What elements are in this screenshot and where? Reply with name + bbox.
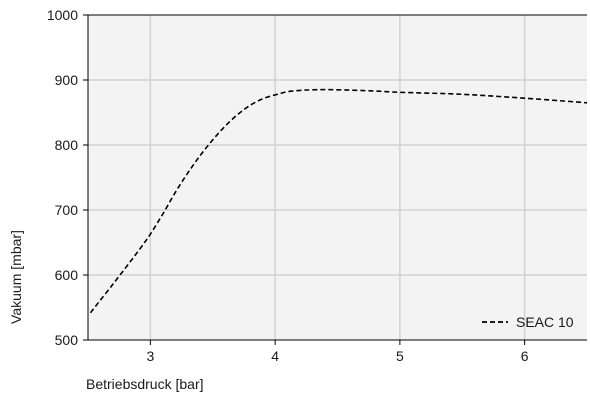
y-tick-label-600: 600 xyxy=(55,267,79,283)
y-tick-label-800: 800 xyxy=(55,137,79,153)
x-tick-label-3: 3 xyxy=(146,348,154,364)
x-axis-ticks: 3 4 5 6 xyxy=(146,340,529,364)
y-tick-label-900: 900 xyxy=(55,72,79,88)
axes-frame xyxy=(87,14,587,341)
x-tick-label-6: 6 xyxy=(521,348,529,364)
y-tick-label-1000: 1000 xyxy=(47,7,78,23)
y-axis-ticks: 500 600 700 800 900 1000 xyxy=(47,7,88,348)
legend-label: SEAC 10 xyxy=(516,314,574,330)
x-axis-title: Betriebsdruck [bar] xyxy=(86,376,204,392)
grid-lines xyxy=(88,15,587,340)
series-line-seac-10 xyxy=(89,88,588,314)
plot-background xyxy=(88,15,587,340)
x-tick-label-4: 4 xyxy=(271,348,279,364)
y-axis-title: Vakuum [mbar] xyxy=(8,230,24,324)
y-tick-label-700: 700 xyxy=(55,202,79,218)
x-tick-label-5: 5 xyxy=(396,348,404,364)
legend: SEAC 10 xyxy=(482,314,574,330)
y-tick-label-500: 500 xyxy=(55,332,79,348)
